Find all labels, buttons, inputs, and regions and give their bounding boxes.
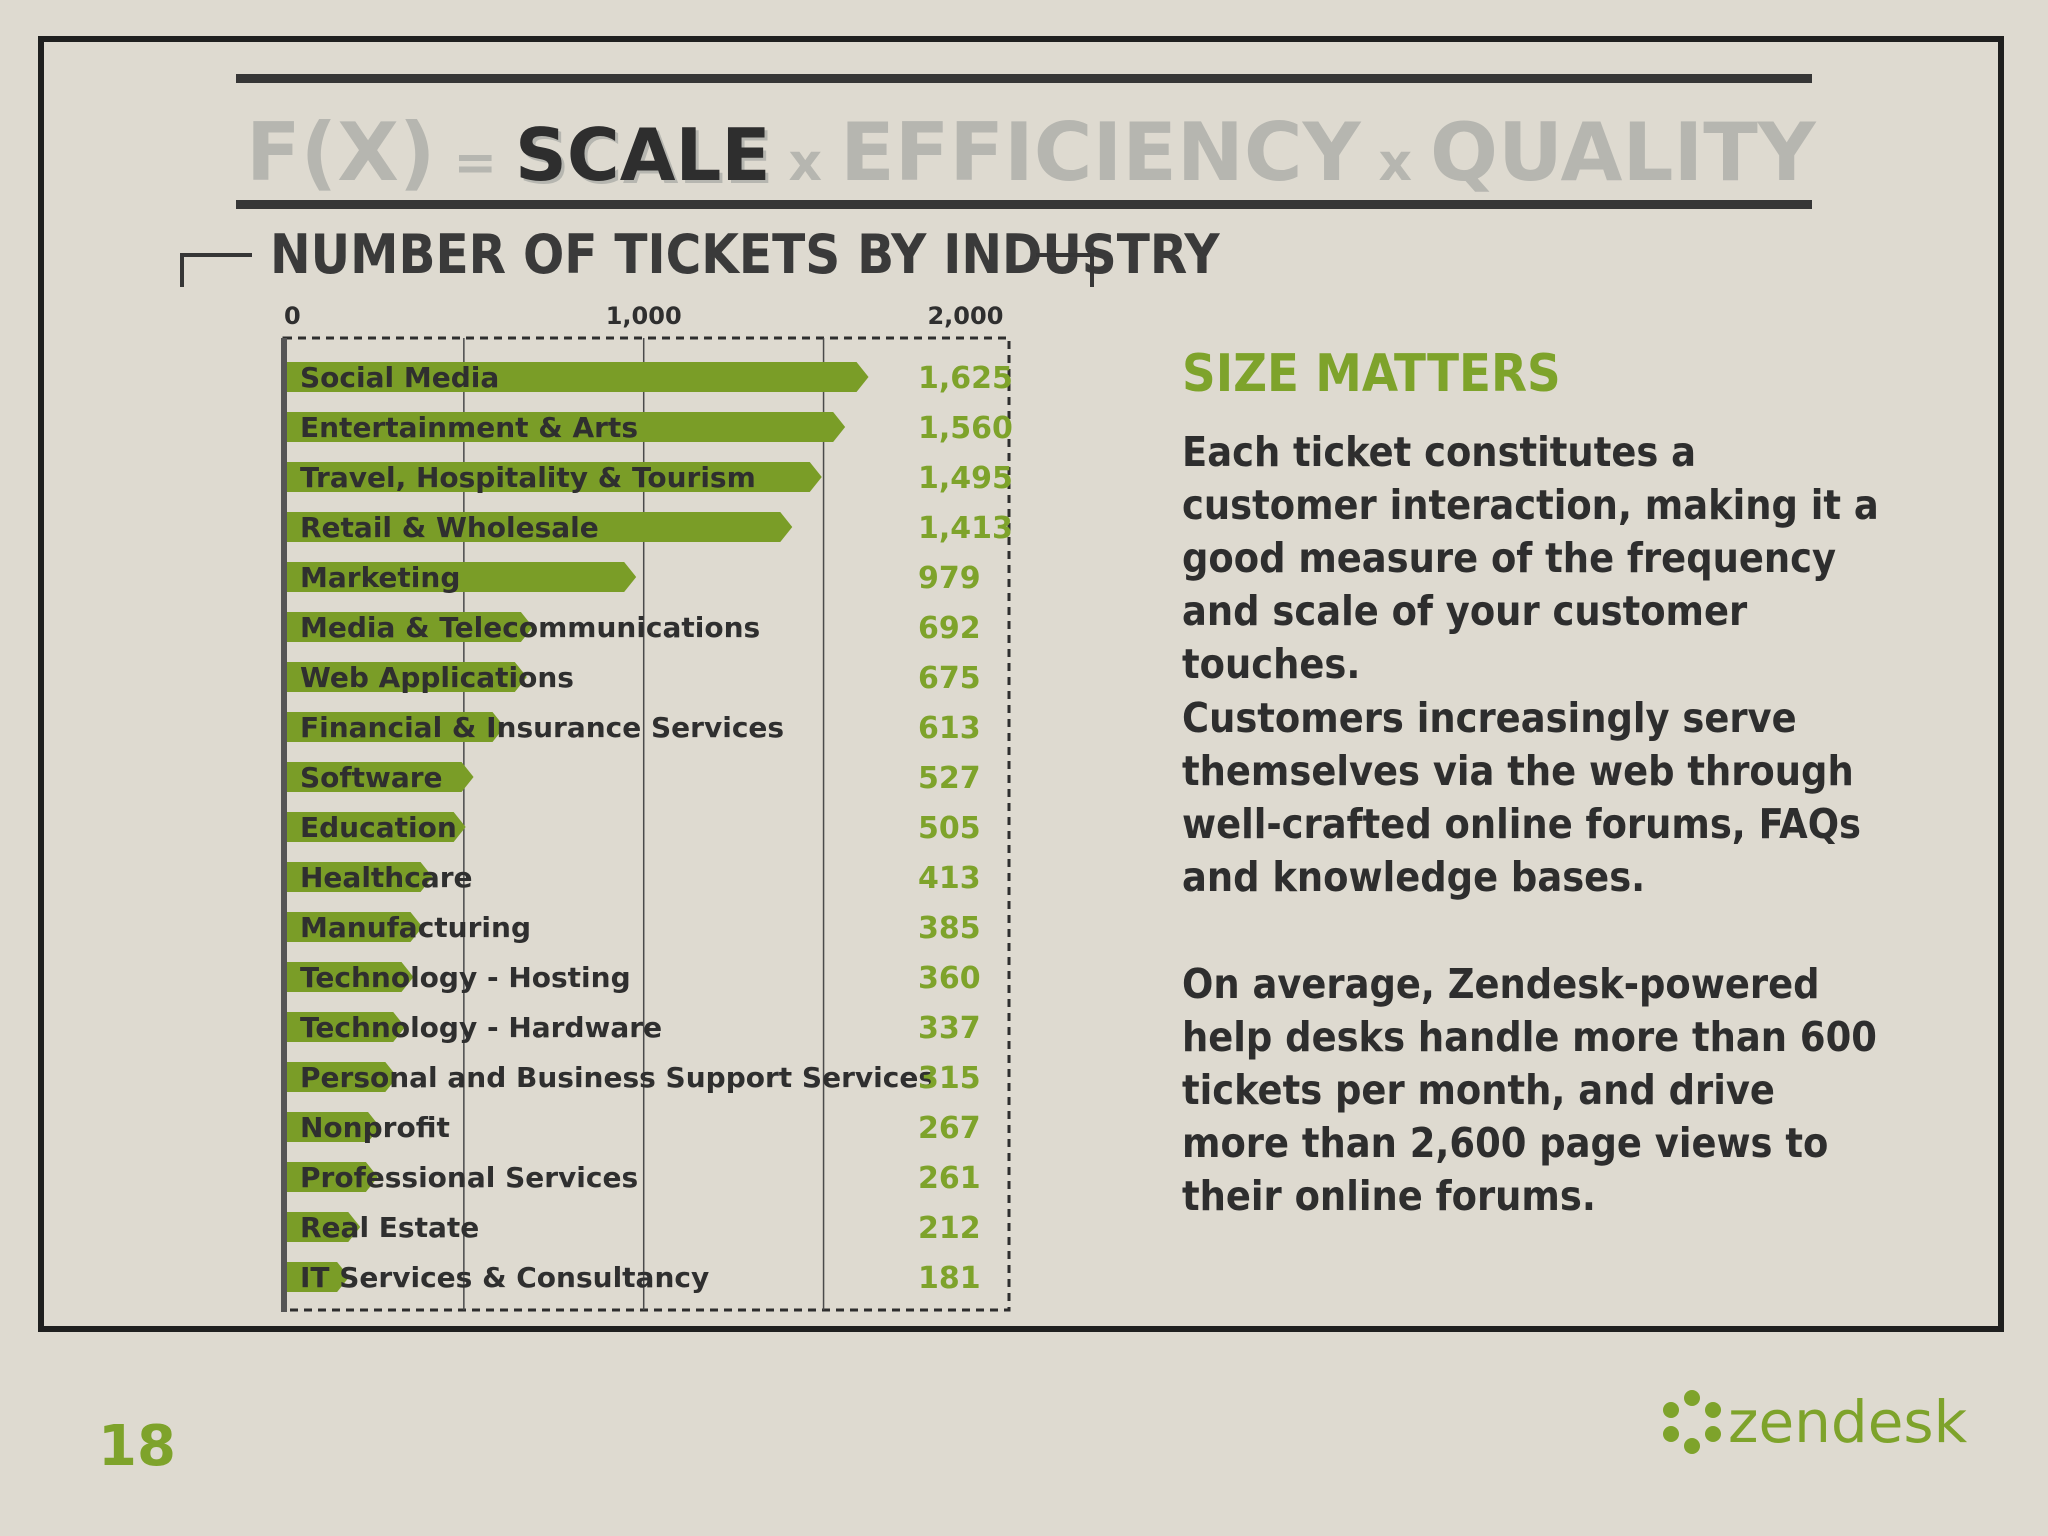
x-tick-label: 2,000: [927, 302, 1003, 330]
bar-category-label: Education: [300, 811, 457, 844]
bar-value-label: 613: [918, 711, 981, 746]
bar-category-label: Media & Telecommunications: [300, 611, 760, 644]
bar-value-label: 337: [918, 1011, 981, 1046]
bar-value-label: 527: [918, 761, 981, 796]
formula-equals: =: [453, 133, 498, 193]
bar-value-label: 1,625: [918, 361, 1013, 396]
bar: [284, 712, 505, 742]
x-tick-label: 0: [284, 302, 301, 330]
bar-value-label: 267: [918, 1111, 981, 1146]
bar: [284, 862, 433, 892]
bar: [284, 562, 637, 592]
bar-category-label: Financial & Insurance Services: [300, 711, 784, 744]
bar-category-label: Personal and Business Support Services: [300, 1061, 935, 1094]
bar: [284, 812, 466, 842]
bar-value-label: 979: [918, 561, 981, 596]
bar-category-label: Technology - Hardware: [300, 1011, 662, 1044]
sidebar-heading: SIZE MATTERS: [1182, 344, 1561, 404]
bar-value-label: 360: [918, 961, 981, 996]
bar-value-label: 413: [918, 861, 981, 896]
bar-value-label: 1,560: [918, 411, 1013, 446]
bar-value-label: 1,495: [918, 461, 1013, 496]
bar-category-label: Social Media: [300, 361, 499, 394]
plot-area-border: [282, 336, 1011, 1312]
formula-efficiency: EFFICIENCY: [840, 106, 1361, 199]
top-rule: [236, 74, 1812, 83]
bar-value-label: 261: [918, 1161, 981, 1196]
bar-category-label: Web Applications: [300, 661, 574, 694]
bar-category-label: Marketing: [300, 561, 460, 594]
bar-category-label: Software: [300, 761, 443, 794]
bar-category-label: Retail & Wholesale: [300, 511, 599, 544]
bar-category-label: Travel, Hospitality & Tourism: [300, 461, 756, 494]
formula-header: F(X) = SCALE x EFFICIENCY x QUALITY: [246, 108, 1816, 198]
bar-value-label: 505: [918, 811, 981, 846]
bar-category-label: Healthcare: [300, 861, 473, 894]
bar-category-label: Technology - Hosting: [300, 961, 631, 994]
bar-category-label: Entertainment & Arts: [300, 411, 638, 444]
bar: [284, 1262, 350, 1292]
bar: [284, 412, 846, 442]
sidebar-paragraph-3: On average, Zendesk-powered help desks h…: [1182, 960, 1877, 1220]
bar-value-label: 181: [918, 1261, 981, 1296]
bar: [284, 612, 533, 642]
bar-value-label: 675: [918, 661, 981, 696]
bar: [284, 1012, 406, 1042]
bar-category-label: Manufacturing: [300, 911, 531, 944]
formula-scale: SCALE: [515, 113, 771, 197]
sidebar-paragraph-1: Each ticket constitutes a customer inter…: [1182, 428, 1879, 688]
zendesk-logo: zendesk: [1656, 1380, 1967, 1470]
bar: [284, 912, 423, 942]
bar-value-label: 315: [918, 1061, 981, 1096]
bar: [284, 1112, 381, 1142]
y-axis-line: [281, 338, 287, 1312]
zendesk-logo-text: zendesk: [1728, 1388, 1968, 1456]
bar: [284, 662, 527, 692]
page-frame: [38, 36, 2004, 1332]
bar-value-label: 692: [918, 611, 981, 646]
bar: [284, 362, 869, 392]
bar: [284, 1162, 378, 1192]
bar-value-label: 385: [918, 911, 981, 946]
page-number: 18: [98, 1414, 176, 1479]
formula-times-1: x: [788, 133, 823, 193]
bar-value-label: 1,413: [918, 511, 1013, 546]
formula-quality: QUALITY: [1430, 106, 1816, 199]
bar-chart: 0 1,000 2,000 Social Media 1,625 Entertainmen…: [281, 302, 1013, 1312]
bar: [284, 962, 414, 992]
zendesk-logo-icon: [1663, 1390, 1721, 1454]
bar: [284, 762, 474, 792]
bottom-rule: [236, 200, 1812, 209]
bar: [284, 462, 822, 492]
bar: [284, 1062, 398, 1092]
formula-times-2: x: [1378, 133, 1413, 193]
sidebar-paragraph-2: Customers increasingly serve themselves …: [1182, 694, 1862, 901]
x-tick-label: 1,000: [606, 302, 682, 330]
bar-value-label: 212: [918, 1211, 981, 1246]
bar-category-label: Professional Services: [300, 1161, 638, 1194]
bar: [284, 512, 793, 542]
title-bracket-left: [180, 253, 252, 287]
bar: [284, 1212, 361, 1242]
formula-fx: F(X): [246, 106, 436, 199]
bar-category-label: Nonprofit: [300, 1111, 450, 1144]
bar-category-label: IT Services & Consultancy: [300, 1261, 709, 1294]
title-bracket-right: [1036, 253, 1094, 287]
bar-category-label: Real Estate: [300, 1211, 479, 1244]
